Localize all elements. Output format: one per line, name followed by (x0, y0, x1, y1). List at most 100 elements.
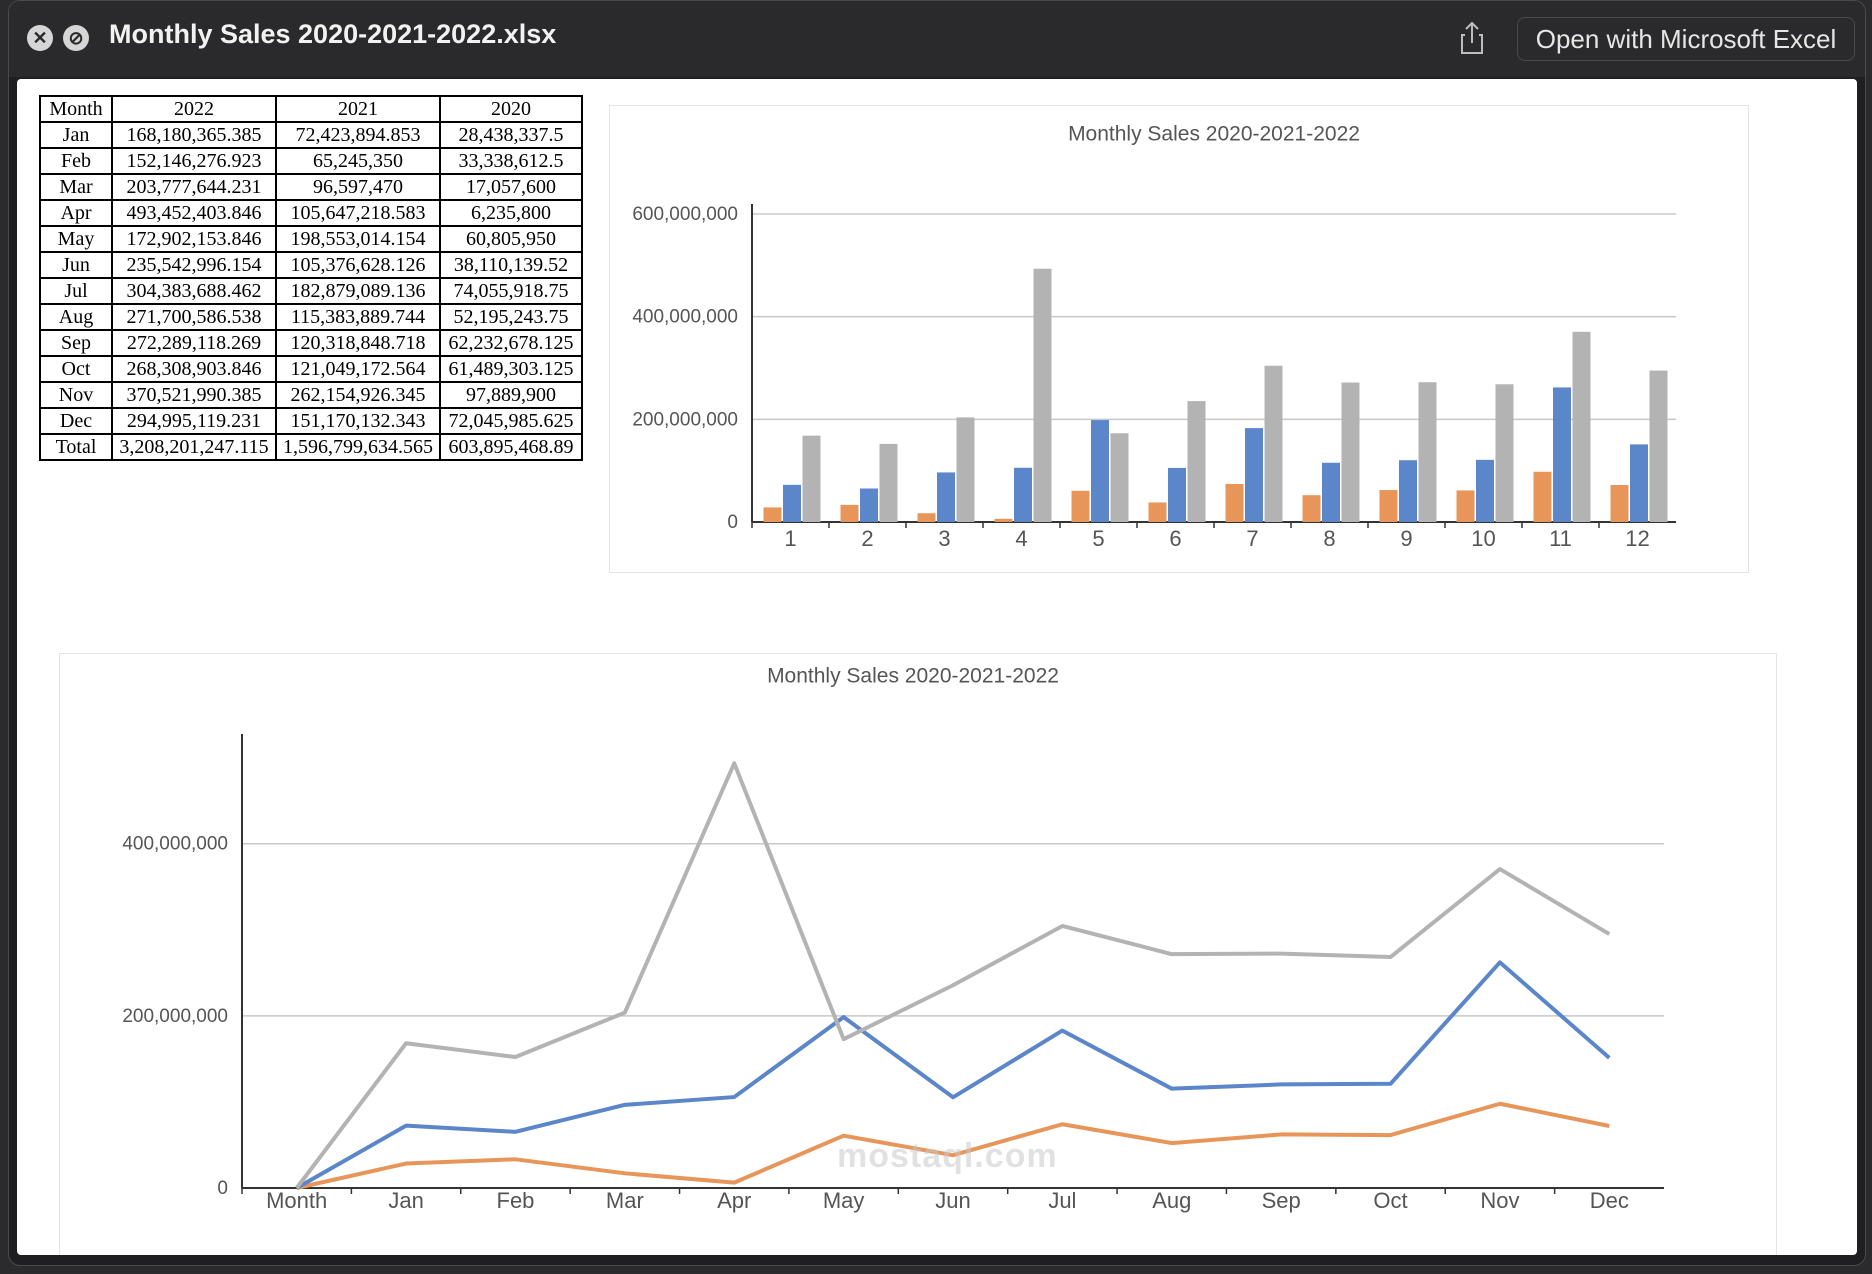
table-row: Apr 493,452,403.846 105,647,218.583 6,235,8… (39, 199, 583, 227)
table-cell[interactable]: 493,452,403.846 (111, 199, 277, 227)
bar-chart: Monthly Sales 2020-2021-2022 0 200,000,000… (609, 105, 1749, 573)
table-cell[interactable]: Dec (39, 407, 113, 435)
table-cell[interactable]: 120,318,848.718 (275, 329, 441, 357)
table-row: Oct 268,308,903.846 121,049,172.564 61,489,… (39, 355, 583, 383)
table-cell[interactable]: 105,647,218.583 (275, 199, 441, 227)
table-cell[interactable]: 235,542,996.154 (111, 251, 277, 279)
table-cell[interactable]: Jun (39, 251, 113, 279)
x-tick-label: 8 (1323, 526, 1335, 551)
column-header[interactable]: 2020 (439, 95, 583, 123)
table-cell[interactable]: 304,383,688.462 (111, 277, 277, 305)
x-tick-label: 5 (1092, 526, 1104, 551)
quicklook-window: ✕ ⊘ Monthly Sales 2020-2021-2022.xlsx Op… (8, 0, 1866, 1266)
table-cell[interactable]: 72,045,985.625 (439, 407, 583, 435)
table-cell[interactable]: 151,170,132.343 (275, 407, 441, 435)
table-cell[interactable]: 168,180,365.385 (111, 121, 277, 149)
table-cell[interactable]: 33,338,612.5 (439, 147, 583, 175)
bar (1418, 382, 1437, 522)
table-cell[interactable]: 268,308,903.846 (111, 355, 277, 383)
x-tick-label: 11 (1549, 526, 1572, 551)
table-cell[interactable]: 74,055,918.75 (439, 277, 583, 305)
table-cell[interactable]: 6,235,800 (439, 199, 583, 227)
table-cell[interactable]: 97,889,900 (439, 381, 583, 409)
table-row: Total 3,208,201,247.115 1,596,799,634.565 6… (39, 433, 583, 461)
column-header[interactable]: Month (39, 95, 113, 123)
document-preview: Month 2022 2021 2020 Jan 168,180,365.385 72,42… (17, 79, 1857, 1255)
bar (840, 504, 859, 522)
table-cell[interactable]: 72,423,894.853 (275, 121, 441, 149)
table-cell[interactable]: 105,376,628.126 (275, 251, 441, 279)
table-cell[interactable]: 272,289,118.269 (111, 329, 277, 357)
table-cell[interactable]: Apr (39, 199, 113, 227)
table-cell[interactable]: May (39, 225, 113, 253)
table-cell[interactable]: Sep (39, 329, 113, 357)
bar (1341, 382, 1360, 522)
column-header[interactable]: 2021 (275, 95, 441, 123)
bar (1225, 483, 1244, 522)
bar (783, 484, 801, 522)
close-icon[interactable]: ✕ (27, 25, 53, 51)
table-cell[interactable]: 62,232,678.125 (439, 329, 583, 357)
bar (1533, 471, 1552, 522)
x-tick-label: May (823, 1188, 865, 1213)
table-cell[interactable]: 294,995,119.231 (111, 407, 277, 435)
table-cell[interactable]: 17,057,600 (439, 173, 583, 201)
table-cell[interactable]: Jan (39, 121, 113, 149)
table-cell[interactable]: 38,110,139.52 (439, 251, 583, 279)
table-cell[interactable]: 152,146,276.923 (111, 147, 277, 175)
table-cell[interactable]: 52,195,243.75 (439, 303, 583, 331)
x-tick-label: Jun (935, 1188, 970, 1213)
title-bar: ✕ ⊘ Monthly Sales 2020-2021-2022.xlsx Op… (9, 1, 1865, 77)
table-cell[interactable]: 198,553,014.154 (275, 225, 441, 253)
table-cell[interactable]: 61,489,303.125 (439, 355, 583, 383)
bar (1302, 495, 1321, 522)
x-tick-label: 1 (784, 526, 796, 551)
table-cell[interactable]: Oct (39, 355, 113, 383)
table-cell[interactable]: 182,879,089.136 (275, 277, 441, 305)
x-tick-label: 3 (938, 526, 950, 551)
share-icon[interactable] (1453, 19, 1491, 57)
window-title: Monthly Sales 2020-2021-2022.xlsx (109, 19, 557, 49)
bar (1245, 428, 1263, 522)
chart-title: Monthly Sales 2020-2021-2022 (1068, 122, 1360, 145)
x-tick-label: 9 (1400, 526, 1412, 551)
table-cell[interactable]: 262,154,926.345 (275, 381, 441, 409)
table-cell[interactable]: Mar (39, 173, 113, 201)
table-cell[interactable]: 60,805,950 (439, 225, 583, 253)
bar (1168, 467, 1186, 522)
table-cell[interactable]: 172,902,153.846 (111, 225, 277, 253)
minimize-icon[interactable]: ⊘ (63, 25, 89, 51)
table-cell[interactable]: 271,700,586.538 (111, 303, 277, 331)
table-cell[interactable]: Nov (39, 381, 113, 409)
table-cell[interactable]: 3,208,201,247.115 (111, 433, 277, 461)
y-tick-label: 400,000,000 (122, 834, 228, 855)
open-with-excel-button[interactable]: Open with Microsoft Excel (1517, 17, 1855, 61)
table-row: Mar 203,777,644.231 96,597,470 17,057,600 (39, 173, 583, 201)
table-cell[interactable]: 603,895,468.89 (439, 433, 583, 461)
bar (917, 513, 936, 522)
x-tick-label: 4 (1015, 526, 1027, 551)
x-tick-label: Nov (1480, 1188, 1519, 1213)
bar (1456, 490, 1475, 522)
bar (1322, 462, 1340, 522)
table-cell[interactable]: 65,245,350 (275, 147, 441, 175)
y-tick-label: 200,000,000 (122, 1006, 228, 1027)
table-cell[interactable]: Jul (39, 277, 113, 305)
table-cell[interactable]: 115,383,889.744 (275, 303, 441, 331)
table-cell[interactable]: 96,597,470 (275, 173, 441, 201)
bar (1610, 485, 1629, 522)
table-cell[interactable]: 121,049,172.564 (275, 355, 441, 383)
table-cell[interactable]: Aug (39, 303, 113, 331)
bar (1110, 433, 1129, 522)
table-cell[interactable]: 203,777,644.231 (111, 173, 277, 201)
table-cell[interactable]: Feb (39, 147, 113, 175)
table-cell[interactable]: 370,521,990.385 (111, 381, 277, 409)
x-tick-label: 7 (1246, 526, 1258, 551)
x-tick-label: Mar (606, 1188, 644, 1213)
table-cell[interactable]: 1,596,799,634.565 (275, 433, 441, 461)
table-cell[interactable]: Total (39, 433, 113, 461)
column-header[interactable]: 2022 (111, 95, 277, 123)
table-row: Dec 294,995,119.231 151,170,132.343 72,045,… (39, 407, 583, 435)
bar (763, 507, 782, 522)
table-cell[interactable]: 28,438,337.5 (439, 121, 583, 149)
